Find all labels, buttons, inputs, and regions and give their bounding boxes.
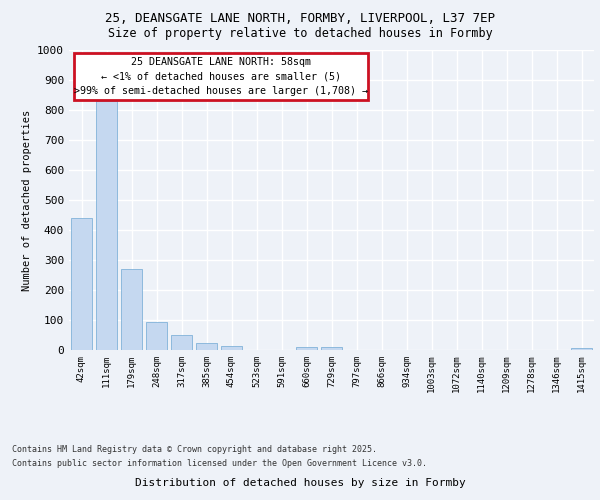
Bar	[71, 218, 92, 350]
Bar	[571, 348, 592, 350]
Bar	[171, 335, 192, 350]
Text: Size of property relative to detached houses in Formby: Size of property relative to detached ho…	[107, 28, 493, 40]
Bar	[96, 101, 117, 350]
Text: 25, DEANSGATE LANE NORTH, FORMBY, LIVERPOOL, L37 7EP: 25, DEANSGATE LANE NORTH, FORMBY, LIVERP…	[105, 12, 495, 26]
Text: 25 DEANSGATE LANE NORTH: 58sqm: 25 DEANSGATE LANE NORTH: 58sqm	[131, 56, 311, 66]
Text: >99% of semi-detached houses are larger (1,708) →: >99% of semi-detached houses are larger …	[74, 86, 368, 96]
FancyBboxPatch shape	[74, 53, 368, 100]
Bar	[121, 269, 142, 350]
Bar	[296, 347, 317, 350]
Bar	[221, 346, 242, 350]
Y-axis label: Number of detached properties: Number of detached properties	[22, 110, 32, 290]
Text: Distribution of detached houses by size in Formby: Distribution of detached houses by size …	[134, 478, 466, 488]
Bar	[196, 342, 217, 350]
Text: Contains public sector information licensed under the Open Government Licence v3: Contains public sector information licen…	[12, 459, 427, 468]
Text: ← <1% of detached houses are smaller (5): ← <1% of detached houses are smaller (5)	[101, 71, 341, 81]
Bar	[146, 322, 167, 350]
Bar	[321, 347, 342, 350]
Text: Contains HM Land Registry data © Crown copyright and database right 2025.: Contains HM Land Registry data © Crown c…	[12, 446, 377, 454]
